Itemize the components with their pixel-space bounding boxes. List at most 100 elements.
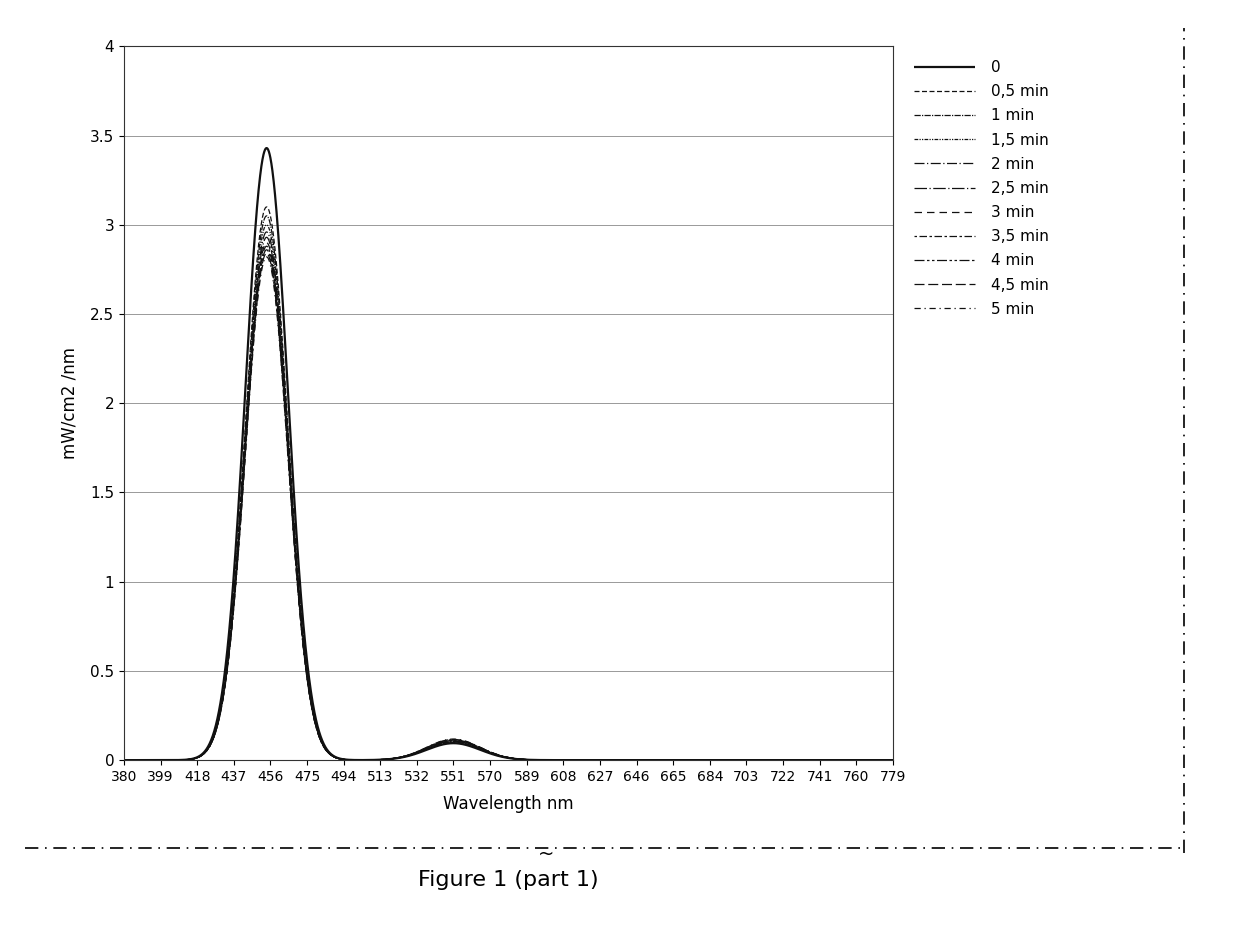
4,5 min	[870, 755, 885, 766]
4 min	[787, 755, 802, 766]
3 min	[885, 755, 900, 766]
2 min	[870, 755, 885, 766]
Line: 4 min: 4 min	[124, 249, 893, 760]
4 min	[445, 734, 460, 745]
4,5 min	[412, 745, 427, 756]
1 min	[787, 755, 802, 766]
0	[412, 747, 427, 758]
Legend: 0, 0,5 min, 1 min, 1,5 min, 2 min, 2,5 min, 3 min, 3,5 min, 4 min, 4,5 min, 5 mi: 0, 0,5 min, 1 min, 1,5 min, 2 min, 2,5 m…	[908, 54, 1054, 323]
4,5 min	[117, 755, 131, 766]
3 min	[205, 737, 219, 748]
1 min	[250, 260, 265, 272]
Text: Figure 1 (part 1): Figure 1 (part 1)	[418, 870, 599, 890]
0	[885, 755, 900, 766]
3,5 min	[117, 755, 131, 766]
1 min	[117, 755, 131, 766]
2,5 min	[885, 755, 900, 766]
5 min	[259, 251, 274, 262]
1,5 min	[787, 755, 802, 766]
4,5 min	[205, 737, 219, 748]
3,5 min	[885, 755, 900, 766]
4 min	[885, 755, 900, 766]
3 min	[870, 755, 885, 766]
0,5 min	[117, 755, 131, 766]
2 min	[445, 736, 460, 747]
0,5 min	[870, 755, 885, 766]
Line: 2 min: 2 min	[124, 232, 893, 760]
Line: 1 min: 1 min	[124, 216, 893, 760]
3 min	[117, 755, 131, 766]
1 min	[259, 210, 274, 222]
2,5 min	[412, 746, 427, 757]
0	[787, 755, 802, 766]
5 min	[445, 733, 460, 744]
Line: 1,5 min: 1,5 min	[124, 225, 893, 760]
1 min	[885, 755, 900, 766]
5 min	[870, 755, 885, 766]
Line: 2,5 min: 2,5 min	[124, 237, 893, 760]
1,5 min	[259, 220, 274, 231]
Text: ~: ~	[537, 845, 554, 864]
3,5 min	[445, 734, 460, 745]
5 min	[250, 298, 265, 309]
2 min	[205, 736, 219, 747]
1 min	[412, 746, 427, 757]
0	[870, 755, 885, 766]
2,5 min	[445, 735, 460, 746]
3 min	[787, 755, 802, 766]
1 min	[205, 736, 219, 747]
2 min	[412, 746, 427, 757]
4,5 min	[259, 248, 274, 259]
3 min	[259, 237, 274, 248]
4 min	[117, 755, 131, 766]
0,5 min	[445, 737, 460, 748]
Line: 4,5 min: 4,5 min	[124, 253, 893, 760]
0,5 min	[250, 252, 265, 263]
4,5 min	[250, 294, 265, 305]
2,5 min	[117, 755, 131, 766]
3 min	[412, 746, 427, 757]
3,5 min	[250, 287, 265, 298]
5 min	[117, 755, 131, 766]
2,5 min	[250, 280, 265, 291]
Line: 0,5 min: 0,5 min	[124, 207, 893, 760]
5 min	[787, 755, 802, 766]
X-axis label: Wavelength nm: Wavelength nm	[443, 795, 574, 813]
2 min	[117, 755, 131, 766]
1,5 min	[205, 736, 219, 747]
0	[205, 733, 219, 744]
4,5 min	[445, 734, 460, 745]
Line: 3,5 min: 3,5 min	[124, 247, 893, 760]
0	[117, 755, 131, 766]
2 min	[259, 226, 274, 237]
0,5 min	[412, 746, 427, 757]
2 min	[885, 755, 900, 766]
3,5 min	[205, 737, 219, 748]
2,5 min	[787, 755, 802, 766]
5 min	[885, 755, 900, 766]
3,5 min	[870, 755, 885, 766]
1,5 min	[412, 746, 427, 757]
0	[445, 738, 460, 749]
3,5 min	[259, 241, 274, 252]
Line: 5 min: 5 min	[124, 257, 893, 760]
0,5 min	[787, 755, 802, 766]
1 min	[870, 755, 885, 766]
5 min	[412, 745, 427, 756]
4 min	[250, 291, 265, 302]
4 min	[259, 244, 274, 255]
0,5 min	[885, 755, 900, 766]
1,5 min	[117, 755, 131, 766]
4 min	[205, 737, 219, 748]
0	[250, 198, 265, 210]
2,5 min	[870, 755, 885, 766]
0,5 min	[205, 735, 219, 746]
1,5 min	[870, 755, 885, 766]
1,5 min	[885, 755, 900, 766]
4 min	[870, 755, 885, 766]
2,5 min	[259, 232, 274, 243]
Line: 0: 0	[124, 148, 893, 760]
0	[259, 143, 274, 154]
4,5 min	[885, 755, 900, 766]
3 min	[445, 735, 460, 746]
